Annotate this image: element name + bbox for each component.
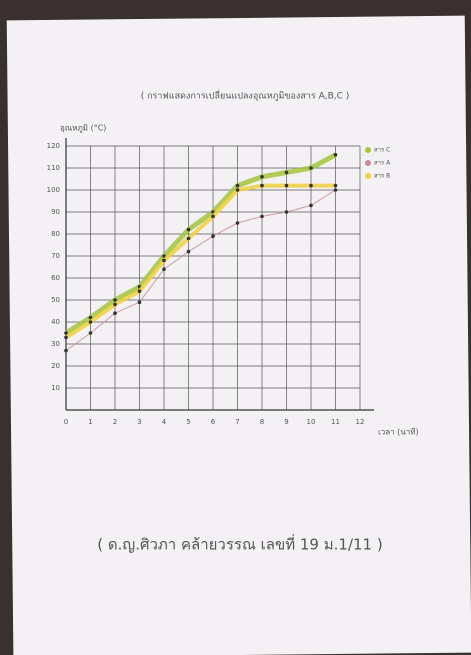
data-point bbox=[64, 348, 68, 353]
data-point bbox=[260, 175, 264, 179]
data-point bbox=[162, 258, 166, 263]
data-point bbox=[211, 234, 215, 238]
data-point bbox=[113, 302, 117, 307]
data-point bbox=[88, 315, 93, 320]
data-point bbox=[137, 289, 142, 294]
y-tick-label: 10 bbox=[51, 384, 60, 392]
y-tick-label: 30 bbox=[51, 340, 60, 348]
y-tick-label: 100 bbox=[47, 186, 60, 194]
data-point bbox=[211, 214, 215, 219]
data-point bbox=[235, 221, 240, 225]
x-tick-label: 5 bbox=[186, 418, 190, 426]
x-tick-label: 10 bbox=[307, 418, 316, 426]
y-tick-label: 120 bbox=[47, 142, 60, 150]
legend-marker bbox=[365, 147, 371, 153]
data-point bbox=[333, 183, 338, 188]
data-point bbox=[64, 335, 68, 340]
y-axis-label: อุณหภูมิ (°C) bbox=[60, 124, 106, 134]
data-point bbox=[162, 254, 166, 258]
data-point bbox=[162, 267, 166, 272]
legend-label: สาร A bbox=[374, 160, 391, 167]
legend-marker bbox=[365, 160, 371, 166]
x-tick-label: 4 bbox=[162, 418, 167, 426]
data-point bbox=[284, 183, 289, 188]
y-tick-label: 60 bbox=[51, 274, 60, 282]
series-line bbox=[65, 189, 336, 352]
legend-marker bbox=[365, 173, 371, 179]
y-tick-label: 70 bbox=[51, 252, 60, 260]
x-tick-label: 7 bbox=[235, 418, 239, 426]
y-tick-label: 50 bbox=[51, 296, 60, 304]
y-tick-label: 40 bbox=[51, 318, 60, 326]
y-tick-label: 80 bbox=[51, 230, 60, 238]
x-tick-label: 0 bbox=[64, 418, 68, 426]
data-point bbox=[88, 320, 93, 324]
chart-title: ( กราฟแสดงการเปลี่ยนแปลงอุณหภูมิของสาร A… bbox=[141, 89, 350, 102]
series-line bbox=[64, 183, 336, 340]
data-point bbox=[284, 210, 289, 214]
y-tick-label: 20 bbox=[51, 362, 60, 370]
data-point bbox=[309, 203, 313, 208]
x-tick-label: 6 bbox=[211, 418, 216, 426]
paper bbox=[6, 15, 471, 655]
x-tick-label: 8 bbox=[260, 418, 264, 426]
data-point bbox=[186, 249, 191, 254]
data-point bbox=[309, 183, 313, 188]
data-point bbox=[113, 298, 117, 302]
data-point bbox=[88, 331, 93, 335]
x-tick-label: 2 bbox=[113, 418, 117, 426]
x-tick-label: 1 bbox=[88, 418, 92, 426]
footer: ( ด.ญ.ศิวภา คล้ายวรรณ เลขที่ 19 ม.1/11 ) bbox=[97, 534, 382, 554]
data-point bbox=[137, 300, 142, 305]
data-point bbox=[260, 214, 264, 219]
data-point bbox=[186, 236, 191, 241]
legend-label: สาร B bbox=[374, 173, 390, 180]
series-line bbox=[64, 152, 337, 336]
data-point bbox=[284, 170, 289, 175]
data-point bbox=[333, 188, 338, 192]
x-tick-label: 9 bbox=[284, 418, 288, 426]
y-tick-label: 110 bbox=[47, 164, 60, 172]
data-point bbox=[235, 183, 240, 188]
data-point bbox=[333, 153, 338, 157]
data-point bbox=[235, 188, 240, 192]
data-point bbox=[186, 227, 191, 232]
y-tick-label: 90 bbox=[51, 208, 60, 216]
data-point bbox=[260, 183, 264, 188]
legend-label: สาร C bbox=[374, 147, 390, 154]
x-tick-label: 12 bbox=[356, 418, 365, 426]
x-tick-label: 11 bbox=[331, 418, 340, 426]
data-point bbox=[64, 331, 68, 335]
x-tick-label: 3 bbox=[137, 418, 141, 426]
data-point bbox=[309, 166, 313, 170]
x-axis-label: เวลา (นาที) bbox=[378, 428, 419, 437]
data-point bbox=[113, 311, 117, 316]
